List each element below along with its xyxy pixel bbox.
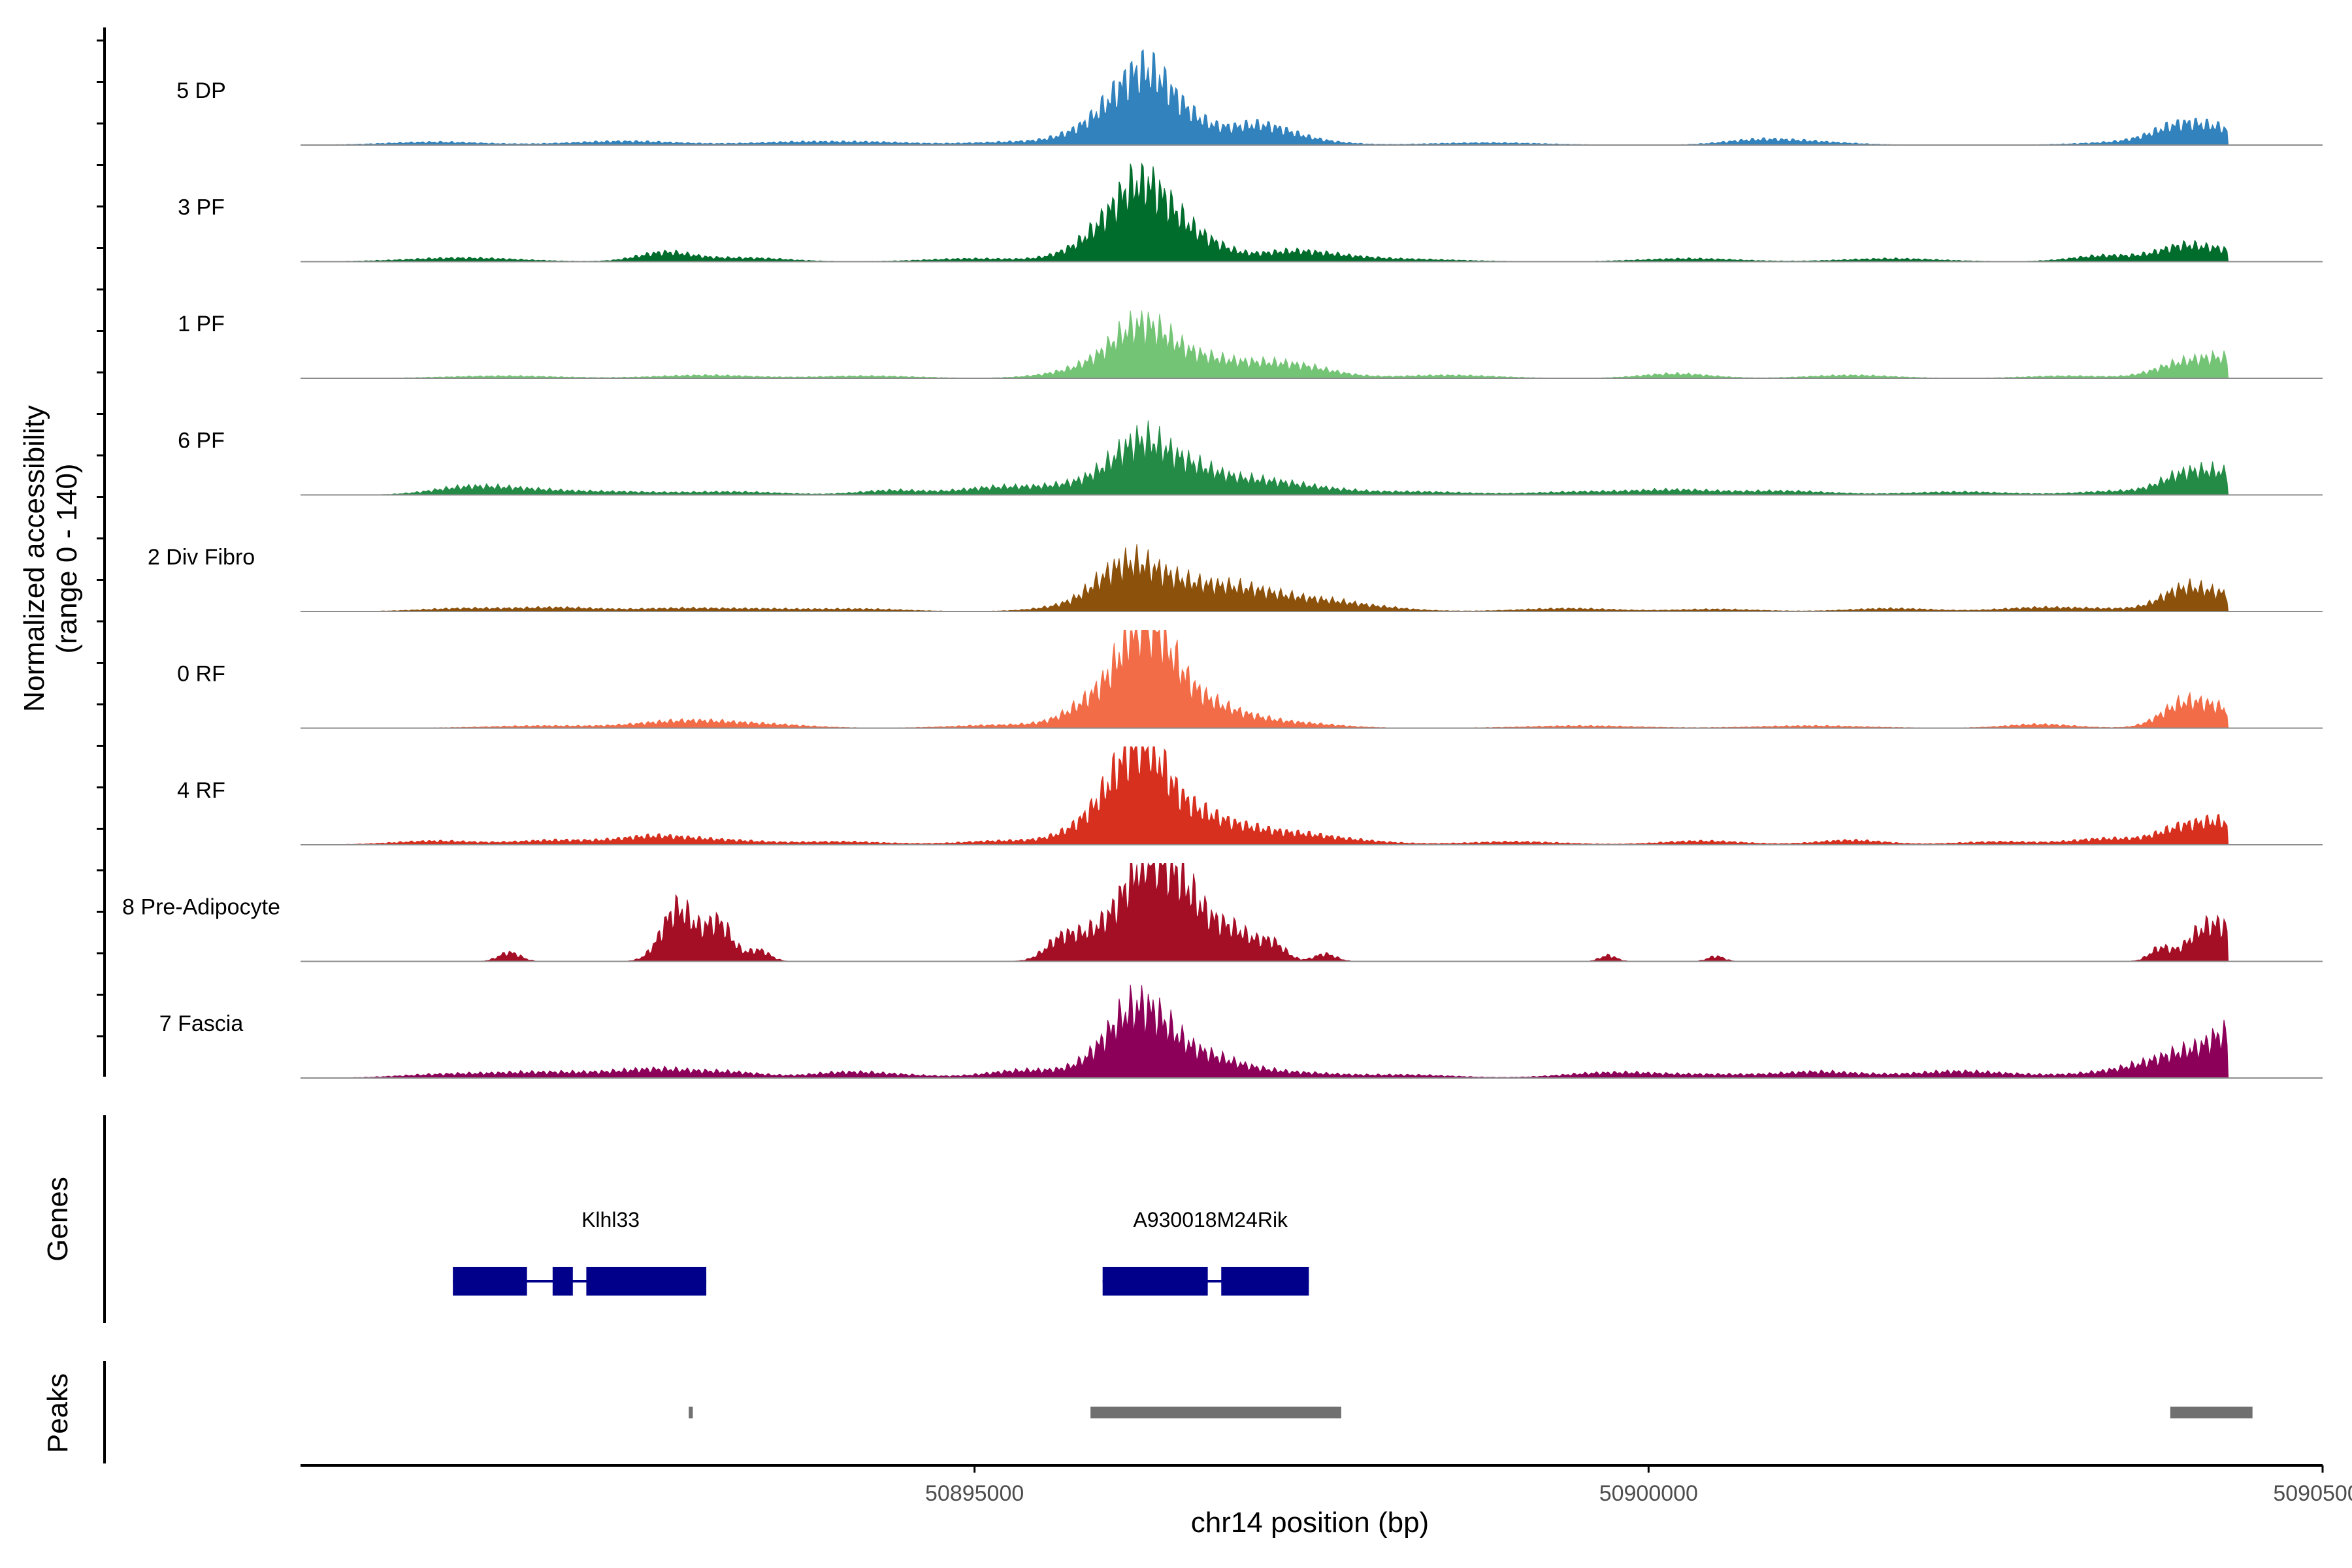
gene-exon [453,1267,527,1296]
track-3: 1 PF [178,310,2323,379]
coverage-area [300,745,2229,845]
peak-region [689,1407,693,1418]
track-label: 8 Pre-Adipocyte [122,895,280,920]
track-4: 6 PF [178,420,2323,496]
track-label: 5 DP [176,78,226,103]
gene-exon [1102,1267,1208,1296]
x-tick-label: 50900000 [1599,1481,1698,1506]
coverage-area [301,985,2229,1079]
gene-annotations: A930018M24Rik Klhl33 [453,1208,1309,1296]
track-7: 4 RF [177,745,2323,845]
track-label: 1 PF [178,312,225,336]
track-label: 4 RF [177,778,225,803]
gene: A930018M24Rik [1102,1208,1309,1296]
peak-region [2170,1407,2253,1418]
tracks-y-ticks [97,39,105,1037]
gene-exon [1221,1267,1309,1296]
gene-exon [552,1267,573,1296]
track-1: 5 DP [176,49,2323,146]
track-6: 0 RF [177,629,2323,729]
track-2: 3 PF [178,162,2323,263]
coverage-area [300,49,2229,146]
coverage-area [301,629,2229,728]
x-tick-label: 50905000 [2273,1481,2352,1506]
track-label: 2 Div Fibro [148,545,255,570]
coverage-area [301,544,2229,612]
accessibility-tracks: 5 DP 3 PF 1 PF 6 PF 2 Div Fibro 0 RF 4 RF 8 Pre… [122,49,2323,1079]
peak-regions [689,1407,2253,1418]
y-axis-subtitle: (range 0 - 140) [51,463,83,653]
gene-name: Klhl33 [581,1208,640,1232]
track-label: 6 PF [178,429,225,453]
coverage-area [301,310,2229,379]
genes-panel-title: Genes [42,1177,74,1262]
coverage-area [301,420,2229,496]
peaks-panel-title: Peaks [42,1373,74,1453]
x-tick-label: 50895000 [925,1481,1024,1506]
track-5: 2 Div Fibro [148,544,2323,612]
track-8: 8 Pre-Adipocyte [122,862,2323,962]
peak-region [1090,1407,1341,1418]
y-axis-title: Normalized accessibility [18,405,50,711]
track-9: 7 Fascia [159,985,2323,1079]
gene: Klhl33 [453,1208,707,1296]
x-axis-title: chr14 position (bp) [1191,1507,1429,1539]
coverage-area [301,862,2229,962]
coverage-area [300,162,2229,262]
track-label: 3 PF [178,195,225,220]
track-label: 7 Fascia [159,1011,244,1036]
gene-exon [586,1267,707,1296]
x-axis-ticks: 50895000 50900000 50905000 [925,1465,2352,1506]
track-label: 0 RF [177,662,225,687]
gene-name: A930018M24Rik [1133,1208,1288,1232]
